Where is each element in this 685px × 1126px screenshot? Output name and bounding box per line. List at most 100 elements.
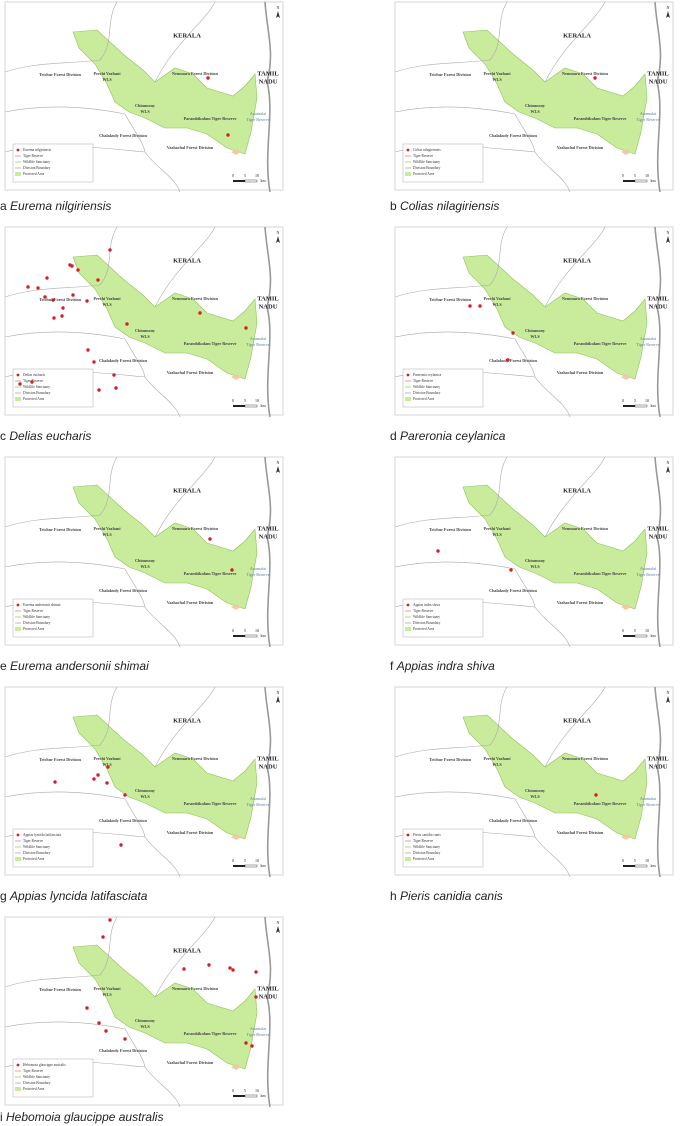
north-arrow bbox=[276, 466, 280, 473]
area-label: Anamalai bbox=[250, 111, 267, 116]
occurrence-point bbox=[123, 1037, 127, 1041]
occurrence-point bbox=[436, 549, 440, 553]
legend-point bbox=[16, 373, 20, 377]
state-label: KERALA bbox=[173, 257, 201, 264]
legend-label: Wildlife Sanctuary bbox=[23, 1075, 50, 1079]
area-label: Anamalai bbox=[250, 566, 267, 571]
occurrence-point bbox=[85, 299, 89, 303]
area-label: Chimmony bbox=[135, 558, 156, 563]
legend-box bbox=[12, 828, 94, 868]
occurrence-point bbox=[97, 388, 101, 392]
scale-label: 10 bbox=[255, 398, 259, 403]
north-arrow bbox=[666, 696, 670, 703]
area-label: Trichur Forest Division bbox=[39, 527, 82, 532]
legend-label: Tiger Reserve bbox=[23, 839, 44, 843]
occurrence-point bbox=[101, 935, 105, 939]
scale-unit: km bbox=[260, 403, 266, 408]
division-boundary bbox=[144, 606, 181, 648]
state-label: KERALA bbox=[563, 257, 591, 264]
area-label: Parambikulam Tiger Reserve bbox=[574, 801, 627, 806]
legend-label: Division Boundary bbox=[23, 851, 51, 855]
state-label: TAMIL bbox=[257, 525, 279, 532]
division-boundary bbox=[124, 568, 146, 608]
area-label: WLS bbox=[102, 532, 112, 537]
legend-label: Wildlife Sanctuary bbox=[23, 385, 50, 389]
north-arrow bbox=[276, 236, 280, 243]
division-boundary bbox=[144, 151, 181, 193]
caption-letter: i bbox=[0, 1110, 3, 1124]
caption-species: Colias nilagiriensis bbox=[400, 199, 499, 213]
division-boundary bbox=[124, 798, 146, 838]
legend-label: Protected Area bbox=[23, 627, 45, 631]
division-boundary bbox=[4, 974, 101, 988]
area-label: Chalakudy Forest Division bbox=[99, 818, 148, 823]
scale-label: 5 bbox=[244, 858, 246, 863]
legend-swatch bbox=[405, 397, 411, 401]
caption-letter: e bbox=[0, 659, 7, 673]
legend-label: Protected Area bbox=[413, 627, 435, 631]
legend-box bbox=[402, 828, 484, 868]
occurrence-point bbox=[509, 568, 513, 572]
area-label: Parambikulam Tiger Reserve bbox=[574, 571, 627, 576]
area-label: Chalakudy Forest Division bbox=[489, 818, 538, 823]
area-label: WLS bbox=[102, 762, 112, 767]
north-arrow bbox=[666, 236, 670, 243]
division-boundary bbox=[394, 561, 516, 570]
legend-species: Delias eucharis bbox=[23, 373, 46, 377]
area-label: Chimmony bbox=[525, 103, 546, 108]
scale-bar bbox=[634, 179, 648, 183]
scale-label: 5 bbox=[634, 398, 636, 403]
caption: c Delias eucharis bbox=[0, 429, 91, 443]
area-label: Tiger Reserve bbox=[636, 117, 660, 122]
scale-label: 0 bbox=[232, 398, 234, 403]
occurrence-point bbox=[208, 537, 212, 541]
division-boundary bbox=[264, 1, 272, 193]
legend-label: Tiger Reserve bbox=[23, 1069, 44, 1073]
occurrence-point bbox=[244, 326, 248, 330]
occurrence-point bbox=[123, 793, 127, 797]
scale-label: 5 bbox=[244, 628, 246, 633]
area-label: Chimmony bbox=[525, 558, 546, 563]
occurrence-point bbox=[182, 967, 186, 971]
area-label: Vazhachal Forest Division bbox=[167, 370, 214, 375]
occurrence-point bbox=[61, 306, 65, 310]
division-boundary bbox=[144, 836, 181, 878]
legend-point bbox=[406, 603, 410, 607]
legend-box bbox=[12, 598, 94, 638]
division-boundary bbox=[124, 338, 146, 378]
area-label: WLS bbox=[140, 794, 150, 799]
area-label: Chimmony bbox=[135, 1018, 156, 1023]
state-label: NADU bbox=[259, 763, 278, 770]
legend-label: Wildlife Sanctuary bbox=[23, 845, 50, 849]
occurrence-point bbox=[45, 276, 49, 280]
division-boundary bbox=[489, 456, 508, 516]
area-label: Nemmara Forest Division bbox=[562, 71, 609, 76]
scale-bar bbox=[623, 635, 635, 637]
legend-label: Protected Area bbox=[23, 397, 45, 401]
division-boundary bbox=[4, 744, 101, 758]
division-boundary bbox=[394, 791, 516, 800]
north-arrow bbox=[666, 466, 670, 473]
scale-label: 10 bbox=[255, 628, 259, 633]
area-label: WLS bbox=[492, 77, 502, 82]
area-label: Peechi Vazhani bbox=[483, 526, 511, 531]
caption-letter: f bbox=[390, 659, 394, 673]
scale-unit: km bbox=[260, 633, 266, 638]
occurrence-point bbox=[96, 278, 100, 282]
caption: g Appias lyncida latifasciata bbox=[0, 889, 148, 903]
legend-species: Hebomoia glaucippe australis bbox=[23, 1063, 66, 1067]
caption-species: Appias lyncida latifasciata bbox=[9, 889, 148, 903]
area-label: Tiger Reserve bbox=[246, 342, 270, 347]
state-label: NADU bbox=[259, 993, 278, 1000]
area-label: Chimmony bbox=[135, 788, 156, 793]
scale-bar bbox=[244, 1094, 258, 1098]
scale-label: 5 bbox=[634, 173, 636, 178]
occurrence-point bbox=[106, 765, 110, 769]
occurrence-point bbox=[511, 331, 515, 335]
legend-swatch bbox=[405, 857, 411, 861]
caption-species: Pareronia ceylanica bbox=[400, 429, 506, 443]
legend-swatch bbox=[15, 172, 21, 176]
